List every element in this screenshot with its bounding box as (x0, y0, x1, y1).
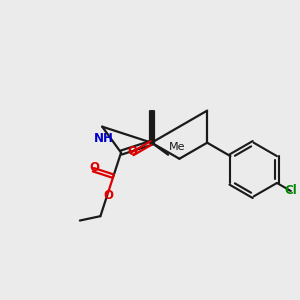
Text: O: O (128, 145, 138, 158)
Text: Cl: Cl (284, 184, 297, 197)
Text: NH: NH (94, 132, 114, 145)
Text: O: O (103, 188, 113, 202)
Text: Me: Me (169, 142, 185, 152)
Text: O: O (90, 161, 100, 175)
